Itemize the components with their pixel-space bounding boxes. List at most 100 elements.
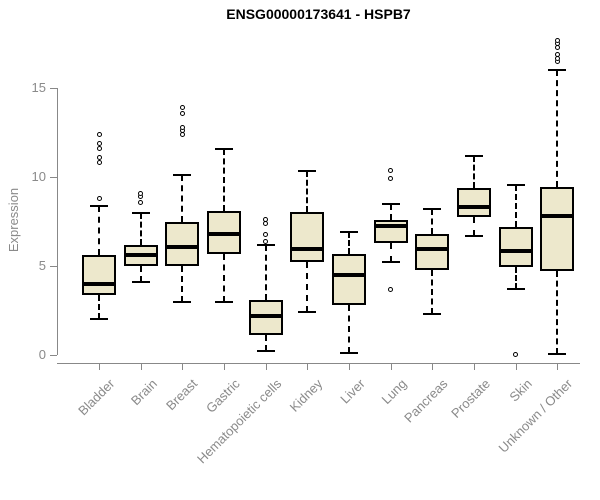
lower-whisker-cap <box>381 260 400 263</box>
x-tick-label: Lung <box>378 376 410 408</box>
lower-whisker <box>347 305 350 354</box>
x-tick <box>349 364 350 370</box>
y-tick-label: 5 <box>38 258 46 273</box>
outlier-point <box>96 155 102 161</box>
x-tick <box>474 364 475 370</box>
lower-whisker-cap <box>173 300 192 303</box>
outlier-point <box>554 37 560 43</box>
upper-whisker <box>431 209 434 235</box>
x-tick-label: Liver <box>337 376 368 407</box>
outlier-point <box>263 238 269 244</box>
x-tick <box>99 364 100 370</box>
upper-whisker-cap <box>381 202 400 205</box>
outlier-point <box>138 190 144 196</box>
outlier-point <box>96 146 102 152</box>
outlier-point <box>263 231 269 237</box>
x-tick <box>432 364 433 370</box>
median-line <box>206 232 241 237</box>
upper-whisker-cap <box>214 147 233 150</box>
median-line <box>331 272 366 277</box>
box <box>290 211 325 262</box>
median-line <box>540 214 575 219</box>
upper-whisker <box>181 175 184 222</box>
upper-whisker <box>514 185 517 227</box>
upper-whisker <box>472 155 475 188</box>
box <box>331 253 366 306</box>
lower-whisker-cap <box>256 350 275 353</box>
x-tick <box>391 364 392 370</box>
x-tick-label: Prostate <box>447 376 493 421</box>
lower-whisker <box>556 271 559 355</box>
lower-whisker <box>431 269 434 315</box>
median-line <box>498 248 533 253</box>
outlier-point <box>263 217 269 223</box>
box <box>456 187 491 218</box>
upper-whisker <box>98 205 100 256</box>
y-tick <box>50 177 57 178</box>
upper-whisker-cap <box>131 211 150 214</box>
y-tick <box>50 355 57 356</box>
outlier-point <box>96 160 102 166</box>
outlier-point <box>513 351 519 357</box>
y-tick <box>50 88 57 89</box>
lower-whisker <box>139 266 142 283</box>
lower-whisker <box>306 261 309 313</box>
upper-whisker-cap <box>173 174 192 177</box>
upper-whisker-cap <box>506 184 525 187</box>
lower-whisker-cap <box>464 234 483 237</box>
lower-whisker <box>264 335 267 352</box>
lower-whisker-cap <box>423 313 442 316</box>
median-line <box>373 224 408 229</box>
median-line <box>456 205 491 210</box>
y-tick-label: 15 <box>31 80 46 95</box>
x-tick-label: Skin <box>506 376 535 405</box>
upper-whisker-cap <box>90 204 108 207</box>
lower-whisker-cap <box>131 281 150 284</box>
lower-whisker <box>472 217 475 236</box>
x-tick-label: Gastric <box>202 376 243 416</box>
x-tick <box>141 364 142 370</box>
lower-whisker-cap <box>548 353 567 356</box>
median-line <box>82 281 116 286</box>
upper-whisker <box>389 203 392 220</box>
median-line <box>415 247 450 252</box>
x-tick-label: Brain <box>127 376 160 409</box>
x-axis-line <box>57 363 580 364</box>
upper-whisker-cap <box>298 169 317 172</box>
x-tick <box>182 364 183 370</box>
outlier-point <box>96 196 102 202</box>
outlier-point <box>388 167 394 173</box>
y-axis-line <box>57 88 58 355</box>
box <box>498 226 533 267</box>
y-tick-label: 10 <box>31 169 46 184</box>
box <box>82 255 116 295</box>
upper-whisker <box>306 170 309 212</box>
outlier-point <box>554 52 560 58</box>
median-line <box>248 313 283 318</box>
y-tick-label: 0 <box>38 347 46 362</box>
chart-title: ENSG00000173641 - HSPB7 <box>226 6 411 22</box>
median-line <box>123 253 158 258</box>
upper-whisker <box>222 148 225 211</box>
lower-whisker-cap <box>298 311 317 314</box>
outlier-point <box>388 176 394 182</box>
outlier-point <box>179 124 185 130</box>
y-tick <box>50 266 57 267</box>
lower-whisker <box>98 294 100 320</box>
outlier-point <box>179 105 185 111</box>
x-tick-label: Breast <box>163 376 201 414</box>
box <box>165 221 200 267</box>
lower-whisker-cap <box>90 318 108 321</box>
box <box>415 234 450 270</box>
x-tick <box>224 364 225 370</box>
lower-whisker <box>389 242 392 262</box>
x-tick <box>266 364 267 370</box>
outlier-point <box>179 110 185 116</box>
x-tick <box>557 364 558 370</box>
lower-whisker <box>181 266 184 302</box>
lower-whisker-cap <box>339 352 358 355</box>
upper-whisker-cap <box>339 231 358 234</box>
lower-whisker <box>514 266 517 290</box>
upper-whisker-cap <box>423 208 442 211</box>
